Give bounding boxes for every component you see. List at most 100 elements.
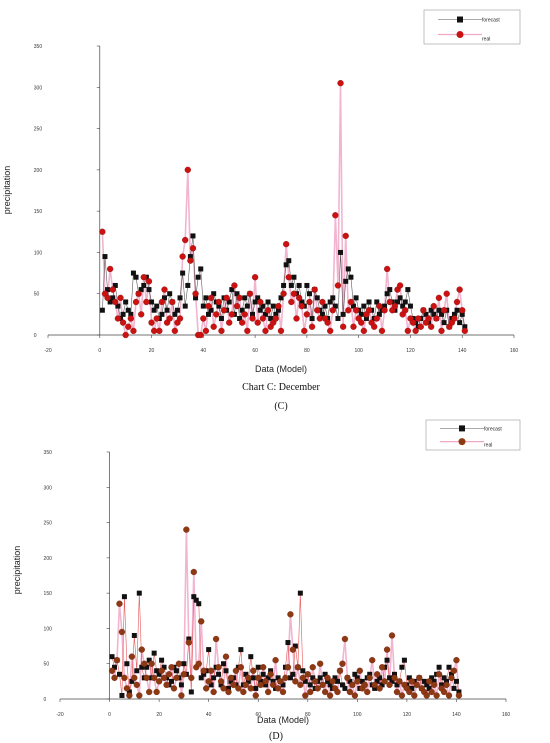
panel-d-real-point bbox=[341, 635, 349, 643]
panel-d-forecast-point bbox=[392, 671, 397, 677]
panel-c-real-point bbox=[205, 302, 212, 310]
panel-c-real-point bbox=[438, 327, 445, 335]
panel-d-forecast-point bbox=[389, 678, 395, 684]
panel-d-forecast-point bbox=[354, 675, 360, 681]
panel-c-real-point bbox=[228, 311, 235, 318]
panel-d-real-point bbox=[406, 688, 413, 696]
panel-d-forecast-point bbox=[456, 689, 462, 695]
panel-d-x-tick-label: 0 bbox=[108, 712, 111, 718]
panel-d-real-point bbox=[386, 681, 393, 689]
panel-d-real-point bbox=[155, 678, 163, 685]
panel-d-real-point bbox=[133, 681, 140, 689]
panel-c-real-point bbox=[428, 323, 435, 330]
panel-d-forecast-point bbox=[436, 664, 442, 670]
panel-d-forecast-point bbox=[290, 671, 296, 677]
panel-d-forecast-point bbox=[307, 682, 313, 688]
panel-d-real-point bbox=[426, 678, 433, 685]
panel-d-real-point bbox=[247, 685, 254, 692]
panel-c-real-point bbox=[166, 315, 173, 322]
panel-d-real-point bbox=[183, 526, 190, 533]
panel-d-legend-real-marker bbox=[458, 438, 466, 446]
panel-c-y-tick-label: 200 bbox=[34, 168, 43, 174]
panel-c-forecast-point bbox=[260, 303, 266, 309]
panel-d-real-point bbox=[354, 678, 361, 685]
panel-c-real-point bbox=[241, 311, 248, 318]
panel-d-forecast-point bbox=[394, 682, 400, 688]
panel-c-real-point bbox=[236, 294, 243, 301]
panel-c-real-point bbox=[381, 307, 388, 314]
panel-c-forecast-point bbox=[110, 295, 116, 301]
panel-c-real-point bbox=[461, 327, 468, 335]
panel-d-forecast-point bbox=[367, 671, 373, 677]
panel-d-x-tick-label: -20 bbox=[56, 712, 63, 718]
panel-d-forecast-point bbox=[186, 636, 192, 642]
panel-c-real-point bbox=[233, 302, 241, 310]
panel-d-real-point bbox=[198, 618, 205, 625]
panel-d-forecast-point bbox=[347, 678, 353, 684]
panel-d-real-point bbox=[158, 667, 165, 674]
panel-c-forecast-point bbox=[242, 295, 248, 301]
panel-c-y-axis-title: precipitation bbox=[2, 166, 12, 215]
panel-c-real-point bbox=[358, 319, 365, 326]
panel-c-real-point bbox=[283, 241, 290, 248]
panel-d-real-point bbox=[180, 671, 188, 678]
panel-d-forecast-point bbox=[112, 664, 118, 670]
panel-d-forecast-point bbox=[116, 671, 122, 677]
panel-c-forecast-point bbox=[343, 278, 349, 284]
panel-c-forecast-point bbox=[275, 307, 281, 313]
panel-c-real-point bbox=[396, 282, 404, 289]
panel-c-x-tick-label: 100 bbox=[354, 348, 363, 354]
panel-c-real-point bbox=[430, 302, 437, 310]
panel-d-real-point bbox=[165, 671, 173, 678]
panel-d-real-point bbox=[160, 674, 168, 681]
panel-c-forecast-point bbox=[330, 295, 336, 301]
panel-d-real-point bbox=[299, 674, 306, 681]
panel-d-y-tick-label: 350 bbox=[44, 450, 53, 456]
panel-c-forecast-point bbox=[366, 299, 372, 305]
panel-d-forecast-point bbox=[124, 661, 130, 667]
panel-c-real-point bbox=[259, 315, 267, 322]
panel-c-forecast-point bbox=[268, 315, 274, 321]
panel-c-real-point bbox=[383, 265, 391, 273]
panel-c-real-point bbox=[182, 236, 189, 244]
panel-c-forecast-point bbox=[338, 249, 344, 255]
panel-d-x-tick-label: 80 bbox=[305, 712, 311, 718]
panel-c-forecast-point bbox=[431, 311, 437, 317]
panel-d-forecast-point bbox=[119, 692, 125, 698]
panel-c-real-point bbox=[404, 327, 412, 335]
panel-c-forecast-point bbox=[306, 291, 312, 297]
panel-c-forecast-point bbox=[299, 299, 305, 305]
panel-c-forecast-point bbox=[387, 287, 393, 293]
panel-c-forecast-point bbox=[273, 311, 279, 317]
panel-c-legend-forecast-label: forecast bbox=[482, 18, 500, 24]
panel-c-x-tick-label: 40 bbox=[201, 348, 207, 354]
panel-d-real-point bbox=[428, 688, 435, 696]
panel-d-real-point bbox=[267, 671, 274, 678]
panel-c-real-point bbox=[295, 294, 303, 301]
panel-c-forecast-point bbox=[283, 262, 289, 268]
panel-d-real-point bbox=[324, 674, 331, 681]
panel-d-real-point bbox=[416, 674, 423, 681]
panel-d-forecast-point bbox=[109, 654, 115, 660]
panel-c-real-point bbox=[169, 298, 176, 306]
panel-d-real-point bbox=[321, 688, 329, 696]
panel-d-forecast-point bbox=[193, 597, 199, 603]
panel-c-y-tick-label: 300 bbox=[34, 85, 43, 91]
panel-c-forecast-point bbox=[120, 311, 126, 317]
panel-d-forecast-point bbox=[250, 675, 256, 681]
panel-c-forecast-point bbox=[208, 307, 214, 313]
panel-c-forecast-point bbox=[115, 303, 121, 309]
panel-c-forecast-point bbox=[190, 233, 196, 239]
panel-d-real-point bbox=[252, 692, 259, 699]
panel-c-forecast-point bbox=[187, 254, 193, 260]
panel-c-real-point bbox=[254, 319, 261, 326]
panel-c-real-point bbox=[391, 302, 399, 310]
panel-c-real-point bbox=[371, 323, 378, 330]
panel-c-forecast-point bbox=[462, 324, 468, 330]
panel-c-forecast-point bbox=[185, 282, 191, 288]
panel-c-real-point bbox=[262, 327, 269, 335]
panel-c-x-axis-title: Data (Model) bbox=[255, 364, 307, 374]
panel-c-forecast-point bbox=[457, 320, 463, 326]
panel-c-forecast-point bbox=[439, 311, 445, 317]
panel-d-real-point bbox=[240, 688, 247, 696]
